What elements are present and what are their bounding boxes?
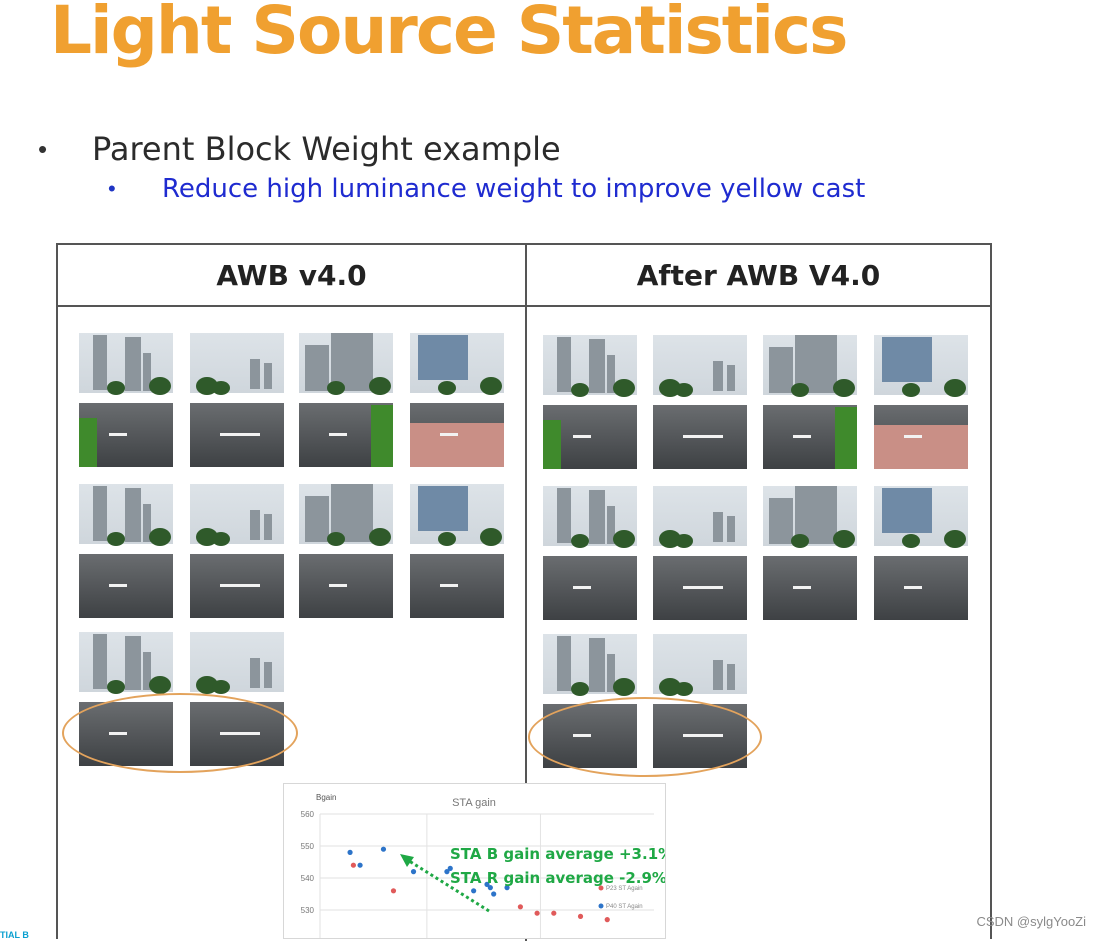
point-p40: [484, 881, 490, 887]
corner-logo-text: TIAL B: [0, 930, 29, 940]
right-column-header: After AWB V4.0: [527, 245, 990, 307]
point-p40: [491, 891, 497, 897]
street-photo: [874, 486, 968, 620]
street-photo: [543, 335, 637, 469]
street-photo: [543, 486, 637, 620]
street-photo: [874, 335, 968, 469]
sub-bullet-reduce-luminance: • Reduce high luminance weight to improv…: [108, 174, 865, 204]
bullet-marker: •: [38, 133, 48, 164]
street-photo: [410, 333, 504, 467]
street-photo: [299, 484, 393, 618]
highlight-ellipse-right: [528, 697, 762, 777]
point-p23: [390, 888, 397, 894]
street-photo: [763, 486, 857, 620]
slide-title: Light Source Statistics: [50, 0, 848, 69]
street-photo: [763, 335, 857, 469]
chart-ylabel: Bgain: [316, 793, 336, 802]
trend-arrow-head: [400, 854, 414, 867]
street-photo: [653, 335, 747, 469]
sta-gain-chart-svg: STA gain Bgain 560 550 540 530 STA B gain a…: [301, 793, 673, 942]
annotation-r-gain: STA R gain average -2.9%: [450, 869, 665, 887]
bullet-text: Parent Block Weight example: [92, 130, 561, 168]
point-p40: [504, 885, 510, 891]
sub-bullet-text: Reduce high luminance weight to improve …: [162, 174, 866, 204]
annotation-b-gain: STA B gain average +3.1%: [450, 845, 665, 863]
trend-arrow: [405, 857, 490, 913]
point-p40: [487, 885, 493, 891]
sub-bullet-marker: •: [108, 176, 116, 201]
legend-marker-p23: [598, 885, 604, 891]
point-p23: [517, 904, 523, 910]
street-photo: [79, 484, 173, 618]
point-p23: [604, 917, 610, 923]
legend-label-p40: P40 ST Again: [606, 904, 643, 910]
point-p23: [577, 913, 584, 919]
street-photo: [190, 333, 284, 467]
y-tick-label: 540: [301, 874, 315, 883]
left-column-header: AWB v4.0: [58, 245, 525, 307]
y-tick-label: 560: [301, 810, 315, 819]
point-p23: [534, 910, 540, 916]
watermark: CSDN @sylgYooZi: [976, 914, 1086, 929]
point-p40: [444, 869, 450, 875]
legend-label-p23: P23 ST Again: [606, 886, 643, 892]
street-photo: [190, 484, 284, 618]
point-p23: [350, 862, 356, 868]
y-tick-label: 530: [301, 906, 315, 915]
street-photo: [299, 333, 393, 467]
point-p40: [447, 865, 453, 871]
point-p40: [471, 888, 477, 894]
legend-marker-p40: [598, 903, 604, 909]
comparison-table: AWB v4.0 After AWB V4.0: [56, 243, 992, 941]
point-p40: [357, 862, 363, 868]
y-tick-label: 550: [301, 842, 315, 851]
point-p40: [410, 869, 417, 875]
sta-gain-chart: STA gain Bgain 560 550 540 530 STA B gain a…: [283, 783, 673, 942]
point-p40: [380, 846, 387, 852]
street-photo: [653, 486, 747, 620]
street-photo: [79, 333, 173, 467]
highlight-ellipse-left: [62, 693, 298, 773]
street-photo: [410, 484, 504, 618]
chart-title: STA gain: [452, 797, 496, 809]
point-p40: [347, 849, 353, 855]
point-p23: [551, 910, 557, 916]
bullet-parent-block-weight: • Parent Block Weight example: [38, 130, 561, 168]
column-divider: [525, 245, 527, 941]
